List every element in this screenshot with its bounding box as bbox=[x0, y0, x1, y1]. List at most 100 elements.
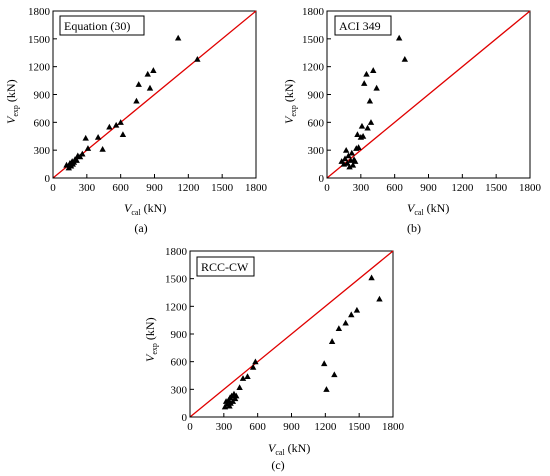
x-tick-label-b-2: 600 bbox=[386, 182, 403, 194]
data-point-c-14 bbox=[244, 373, 251, 379]
data-point-b-11 bbox=[351, 158, 359, 164]
legend-frame-b bbox=[334, 15, 392, 36]
data-point-b-4 bbox=[344, 159, 351, 166]
data-point-b-19 bbox=[363, 70, 370, 77]
data-point-a-20 bbox=[133, 97, 140, 104]
data-point-a-23 bbox=[146, 84, 154, 91]
y-tick-label-c-1: 300 bbox=[171, 384, 188, 396]
data-point-c-24 bbox=[353, 306, 361, 313]
x-tick-label-a-1: 300 bbox=[79, 182, 96, 194]
data-point-a-12 bbox=[82, 134, 89, 141]
legend-frame-c bbox=[196, 256, 255, 277]
y-tick-label-b-5: 1500 bbox=[302, 34, 325, 46]
data-point-a-19 bbox=[119, 131, 127, 137]
y-tick-label-a-0: 0 bbox=[45, 173, 51, 185]
x-tick-label-b-6: 1800 bbox=[519, 182, 542, 194]
x-tick-label-c-1: 300 bbox=[216, 421, 233, 433]
y-tick-label-a-4: 1200 bbox=[28, 62, 51, 74]
data-point-b-3 bbox=[342, 146, 350, 153]
panel-label-c: (c) bbox=[271, 458, 284, 472]
y-tick-label-c-3: 900 bbox=[171, 329, 188, 341]
data-point-b-16 bbox=[358, 122, 366, 129]
y-tick-label-b-1: 300 bbox=[308, 145, 325, 157]
x-axis-label-a: Vcal (kN) bbox=[124, 201, 166, 217]
x-tick-label-a-4: 1200 bbox=[177, 182, 200, 194]
y-tick-label-a-1: 300 bbox=[34, 145, 51, 157]
data-point-c-15 bbox=[249, 364, 257, 370]
data-point-b-13 bbox=[354, 131, 361, 137]
y-tick-label-b-2: 600 bbox=[308, 117, 325, 129]
data-point-a-13 bbox=[84, 145, 92, 151]
data-point-b-9 bbox=[349, 161, 357, 168]
x-tick-label-c-5: 1500 bbox=[348, 421, 371, 433]
points-group-c bbox=[221, 274, 383, 410]
data-point-b-22 bbox=[367, 119, 375, 125]
data-point-b-5 bbox=[345, 152, 352, 159]
identity-line-b bbox=[326, 10, 531, 179]
x-axis-label-c: Vcal (kN) bbox=[268, 441, 310, 457]
x-tick-label-a-6: 1800 bbox=[245, 182, 268, 194]
legend-box-a: Equation (30) bbox=[59, 15, 145, 36]
y-ticks-a: 0 300 600 900 1200 1500 1800 bbox=[28, 6, 57, 185]
panel-b: 0 300 600 900 1200 1500 1800 0 300 600 900 1200 150… bbox=[282, 6, 542, 235]
data-point-c-26 bbox=[376, 295, 383, 302]
y-tick-label-b-3: 900 bbox=[308, 90, 325, 102]
y-tick-label-c-0: 0 bbox=[182, 412, 188, 424]
data-point-a-18 bbox=[117, 119, 124, 125]
legend-text-b: ACI 349 bbox=[339, 19, 381, 33]
data-point-b-20 bbox=[364, 124, 371, 131]
y-tick-label-b-0: 0 bbox=[319, 173, 325, 185]
x-tick-label-c-4: 1200 bbox=[314, 421, 337, 433]
panel-label-a: (a) bbox=[134, 221, 147, 235]
y-ticks-b: 0 300 600 900 1200 1500 1800 bbox=[302, 6, 331, 185]
data-point-c-17 bbox=[321, 360, 328, 367]
y-tick-label-c-4: 1200 bbox=[165, 301, 188, 313]
data-point-b-8 bbox=[348, 149, 356, 156]
data-point-b-26 bbox=[401, 56, 409, 62]
data-point-c-16 bbox=[252, 358, 259, 365]
data-point-c-23 bbox=[348, 311, 355, 318]
x-tick-label-c-6: 1800 bbox=[382, 421, 405, 433]
data-point-b-25 bbox=[395, 34, 403, 41]
data-point-a-25 bbox=[174, 34, 182, 41]
x-tick-label-b-0: 0 bbox=[324, 182, 330, 194]
data-point-a-11 bbox=[79, 150, 86, 157]
data-point-a-8 bbox=[73, 157, 80, 163]
data-point-c-20 bbox=[331, 371, 338, 378]
x-tick-label-a-5: 1500 bbox=[211, 182, 234, 194]
data-point-b-21 bbox=[366, 97, 374, 104]
x-tick-label-b-1: 300 bbox=[353, 182, 370, 194]
y-tick-label-b-6: 1800 bbox=[302, 6, 325, 18]
x-tick-label-a-3: 900 bbox=[146, 182, 163, 194]
x-tick-label-b-5: 1500 bbox=[485, 182, 508, 194]
data-point-a-17 bbox=[112, 121, 120, 128]
data-point-b-18 bbox=[361, 80, 368, 86]
x-tick-label-b-3: 900 bbox=[420, 182, 437, 194]
data-point-c-19 bbox=[328, 338, 336, 344]
points-group-b bbox=[338, 34, 409, 170]
points-group-a bbox=[63, 34, 201, 171]
panel-a: 0 300 600 900 1200 1500 1800 0 300 600 900 1200 150… bbox=[4, 6, 268, 235]
x-tick-label-b-4: 1200 bbox=[451, 182, 474, 194]
x-tick-label-c-3: 900 bbox=[283, 421, 300, 433]
x-ticks-c: 0 300 600 900 1200 1500 1800 bbox=[187, 413, 405, 433]
legend-text-a: Equation (30) bbox=[64, 19, 130, 33]
y-tick-label-c-5: 1500 bbox=[165, 274, 188, 286]
identity-line-c bbox=[189, 250, 394, 418]
x-axis-label-b: Vcal (kN) bbox=[407, 201, 449, 217]
data-point-c-22 bbox=[342, 319, 349, 326]
data-point-a-24 bbox=[150, 67, 157, 73]
data-point-b-17 bbox=[359, 133, 367, 139]
data-point-c-13 bbox=[239, 375, 247, 381]
identity-line-group-b bbox=[326, 10, 531, 179]
y-tick-label-b-4: 1200 bbox=[302, 62, 325, 74]
x-ticks-b: 0 300 600 900 1200 1500 1800 bbox=[324, 174, 542, 194]
x-tick-label-c-2: 600 bbox=[249, 421, 266, 433]
panel-label-b: (b) bbox=[407, 221, 421, 235]
y-tick-label-c-6: 1800 bbox=[165, 246, 188, 258]
y-tick-label-c-2: 600 bbox=[171, 357, 188, 369]
data-point-a-14 bbox=[94, 133, 102, 140]
data-point-b-14 bbox=[355, 144, 362, 150]
